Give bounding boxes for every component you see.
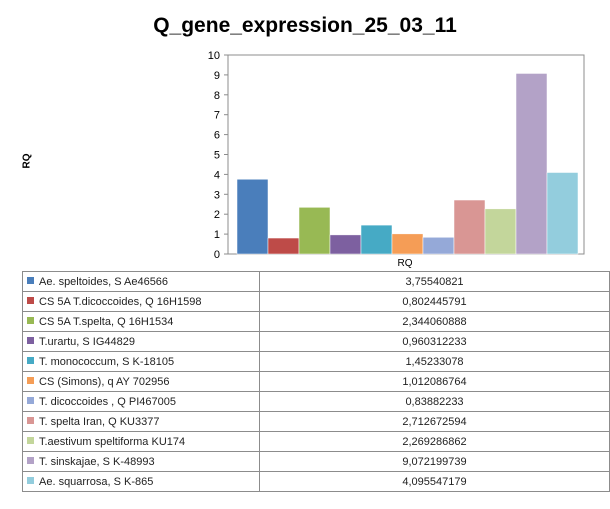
series-value: 1,45233078 <box>259 351 610 372</box>
series-value: 9,072199739 <box>259 451 610 472</box>
y-tick-label: 3 <box>214 189 220 201</box>
series-value: 3,75540821 <box>259 271 610 292</box>
bar <box>391 233 424 255</box>
legend-swatch <box>27 437 34 445</box>
y-tick-label: 2 <box>214 209 220 221</box>
data-table: Ae. speltoides, S Ae46566 3,75540821 CS 5A… <box>22 271 610 492</box>
series-name: Ae. speltoides, S Ae46566 <box>39 275 169 288</box>
legend-swatch <box>27 457 34 465</box>
table-row: T. monococcum, S K-18105 1,45233078 <box>22 351 610 372</box>
series-value: 0,83882233 <box>259 391 610 412</box>
table-row: CS (Simons), q AY 702956 1,012086764 <box>22 371 610 392</box>
series-name: T.urartu, S IG44829 <box>39 335 135 348</box>
y-tick-label: 4 <box>214 169 220 181</box>
bar <box>422 237 455 255</box>
y-tick-label: 1 <box>214 229 220 241</box>
bar <box>515 73 548 255</box>
bar <box>236 179 269 255</box>
y-tick-label: 9 <box>214 70 220 82</box>
table-row: CS 5A T.spelta, Q 16H1534 2,344060888 <box>22 311 610 332</box>
table-row: Ae. squarrosa, S K-865 4,095547179 <box>22 471 610 492</box>
legend-entry: T.urartu, S IG44829 <box>22 331 260 352</box>
bar <box>484 208 517 255</box>
series-value: 0,802445791 <box>259 291 610 312</box>
legend-swatch <box>27 297 34 305</box>
series-name: CS 5A T.dicoccoides, Q 16H1598 <box>39 295 202 308</box>
y-tick-label: 6 <box>214 130 220 142</box>
legend-swatch <box>27 397 34 405</box>
y-tick-label: 0 <box>214 249 220 261</box>
legend-swatch <box>27 357 34 365</box>
series-value: 4,095547179 <box>259 471 610 492</box>
table-row: T. dicoccoides , Q PI467005 0,83882233 <box>22 391 610 412</box>
chart-title: Q_gene_expression_25_03_11 <box>153 14 457 37</box>
series-name: T. sinskajae, S K-48993 <box>39 455 155 468</box>
table-row: T.urartu, S IG44829 0,960312233 <box>22 331 610 352</box>
table-row: CS 5A T.dicoccoides, Q 16H1598 0,80244579… <box>22 291 610 312</box>
x-category-label: RQ <box>397 258 413 269</box>
bar <box>546 172 579 255</box>
y-tick-label: 7 <box>214 110 220 122</box>
series-value: 2,344060888 <box>259 311 610 332</box>
series-name: CS (Simons), q AY 702956 <box>39 375 170 388</box>
legend-swatch <box>27 337 34 345</box>
legend-swatch <box>27 477 34 485</box>
series-name: Ae. squarrosa, S K-865 <box>39 475 154 488</box>
bar <box>298 207 331 255</box>
legend-entry: T. sinskajae, S K-48993 <box>22 451 260 472</box>
series-value: 0,960312233 <box>259 331 610 352</box>
legend-swatch <box>27 317 34 325</box>
legend-swatch <box>27 417 34 425</box>
table-row: T. spelta Iran, Q KU3377 2,712672594 <box>22 411 610 432</box>
legend-entry: T. monococcum, S K-18105 <box>22 351 260 372</box>
series-value: 2,269286862 <box>259 431 610 452</box>
legend-entry: Ae. squarrosa, S K-865 <box>22 471 260 492</box>
legend-swatch <box>27 277 34 285</box>
series-name: T. monococcum, S K-18105 <box>39 355 175 368</box>
bar <box>360 224 393 255</box>
bar <box>267 237 300 255</box>
y-tick-label: 8 <box>214 90 220 102</box>
bar <box>329 234 362 255</box>
series-value: 2,712672594 <box>259 411 610 432</box>
table-row: T. sinskajae, S K-48993 9,072199739 <box>22 451 610 472</box>
legend-entry: T. spelta Iran, Q KU3377 <box>22 411 260 432</box>
y-tick-label: 5 <box>214 150 220 162</box>
series-value: 1,012086764 <box>259 371 610 392</box>
legend-entry: T. dicoccoides , Q PI467005 <box>22 391 260 412</box>
table-row: Ae. speltoides, S Ae46566 3,75540821 <box>22 271 610 292</box>
table-row: T.aestivum speltiforma KU174 2,269286862 <box>22 431 610 452</box>
legend-entry: CS 5A T.dicoccoides, Q 16H1598 <box>22 291 260 312</box>
series-name: CS 5A T.spelta, Q 16H1534 <box>39 315 174 328</box>
series-name: T. spelta Iran, Q KU3377 <box>39 415 160 428</box>
legend-entry: CS 5A T.spelta, Q 16H1534 <box>22 311 260 332</box>
series-name: T. dicoccoides , Q PI467005 <box>39 395 176 408</box>
series-name: T.aestivum speltiforma KU174 <box>39 435 186 448</box>
legend-swatch <box>27 377 34 385</box>
y-tick-label: 10 <box>208 50 220 62</box>
plot-area: 0 1 2 3 4 5 6 7 8 9 10 <box>208 50 585 261</box>
legend-entry: CS (Simons), q AY 702956 <box>22 371 260 392</box>
legend-entry: T.aestivum speltiforma KU174 <box>22 431 260 452</box>
bar <box>453 199 486 255</box>
legend-entry: Ae. speltoides, S Ae46566 <box>22 271 260 292</box>
